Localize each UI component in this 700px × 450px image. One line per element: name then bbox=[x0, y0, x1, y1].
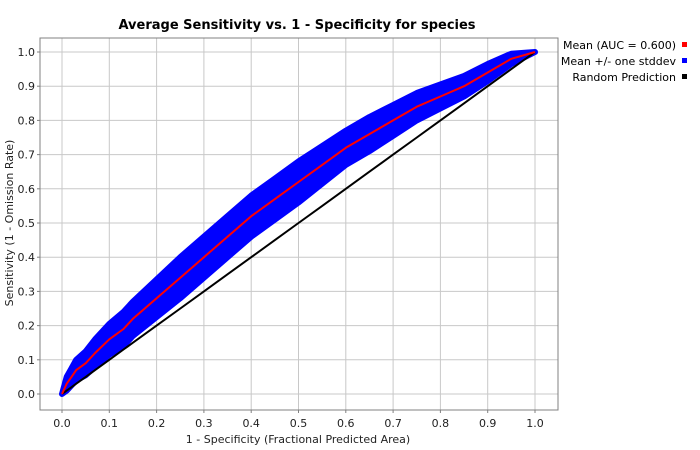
x-tick-label: 0.5 bbox=[290, 417, 308, 430]
legend-label: Mean (AUC = 0.600) bbox=[563, 39, 676, 52]
random-prediction-line bbox=[61, 51, 536, 395]
y-ticks: 0.0 0.1 0.2 0.3 0.4 0.5 0.6 0.7 0.8 0.9 1.0 bbox=[18, 46, 40, 401]
legend-label: Mean +/- one stddev bbox=[561, 55, 677, 68]
legend-swatch bbox=[682, 74, 687, 79]
chart-title: Average Sensitivity vs. 1 - Specificity … bbox=[118, 18, 475, 33]
x-tick-label: 0.3 bbox=[195, 417, 213, 430]
x-tick-label: 0.6 bbox=[337, 417, 355, 430]
legend-label: Random Prediction bbox=[572, 71, 676, 84]
y-tick-label: 0.7 bbox=[18, 149, 36, 162]
y-tick-label: 0.2 bbox=[18, 320, 36, 333]
y-axis-label: Sensitivity (1 - Omission Rate) bbox=[3, 140, 16, 307]
y-tick-label: 0.6 bbox=[18, 183, 36, 196]
x-tick-label: 0.4 bbox=[242, 417, 260, 430]
x-tick-label: 0.7 bbox=[384, 417, 402, 430]
legend-swatch bbox=[682, 58, 687, 63]
legend: Mean (AUC = 0.600) Mean +/- one stddev Ran… bbox=[561, 39, 687, 84]
mean-roc-line bbox=[61, 51, 536, 395]
line-layer bbox=[61, 51, 536, 395]
y-tick-label: 1.0 bbox=[18, 46, 36, 59]
y-tick-label: 0.8 bbox=[18, 114, 36, 127]
y-tick-label: 0.9 bbox=[18, 80, 36, 93]
x-tick-label: 0.2 bbox=[148, 417, 166, 430]
x-tick-label: 0.8 bbox=[432, 417, 450, 430]
x-tick-label: 0.9 bbox=[479, 417, 497, 430]
x-tick-label: 0.1 bbox=[101, 417, 119, 430]
x-ticks: 0.0 0.1 0.2 0.3 0.4 0.5 0.6 0.7 0.8 0.9 1.0 bbox=[53, 410, 544, 430]
y-tick-label: 0.4 bbox=[18, 251, 36, 264]
x-tick-label: 0.0 bbox=[53, 417, 71, 430]
x-axis-label: 1 - Specificity (Fractional Predicted Ar… bbox=[186, 433, 410, 446]
x-tick-label: 1.0 bbox=[526, 417, 544, 430]
y-tick-label: 0.0 bbox=[18, 388, 36, 401]
y-tick-label: 0.3 bbox=[18, 285, 36, 298]
y-tick-label: 0.5 bbox=[18, 217, 36, 230]
legend-swatch bbox=[682, 42, 687, 47]
y-tick-label: 0.1 bbox=[18, 354, 36, 367]
